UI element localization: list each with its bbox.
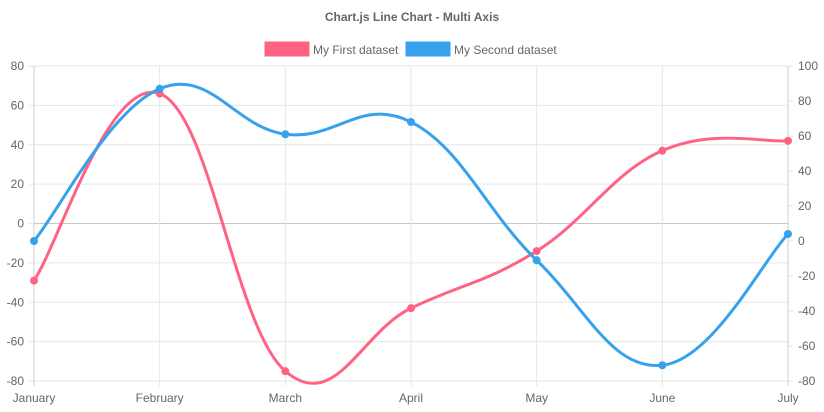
series-2 [30, 82, 792, 370]
x-tick-label: January [13, 391, 56, 405]
y-left-tick-label: 80 [11, 59, 25, 73]
y-right-tick-label: 20 [798, 199, 812, 213]
grid-lines [29, 65, 793, 386]
data-point[interactable] [281, 130, 290, 139]
series-line [32, 90, 790, 385]
y-left-tick-label: -20 [7, 256, 25, 270]
legend-swatch [405, 41, 451, 57]
x-tick-label: July [777, 391, 798, 405]
series-1 [30, 89, 792, 385]
y-right-tick-label: 80 [798, 94, 812, 108]
y-right-tick-label: 60 [798, 129, 812, 143]
x-axis: January February March April May June July [13, 391, 799, 405]
series-layer [30, 82, 792, 385]
y-left-tick-label: 40 [11, 138, 25, 152]
y-right-tick-label: 40 [798, 164, 812, 178]
data-point[interactable] [407, 304, 415, 313]
y-right-tick-label: -40 [798, 304, 816, 318]
y-left-tick-label: -60 [7, 335, 25, 349]
x-tick-label: May [525, 391, 548, 405]
chart-title: Chart.js Line Chart - Multi Axis [325, 10, 500, 24]
legend-label: My First dataset [313, 43, 399, 57]
y-right-tick-label: -20 [798, 269, 816, 283]
y-left-tick-label: 60 [11, 98, 25, 112]
y-right-tick-label: -80 [798, 374, 816, 388]
y-left-tick-label: -80 [7, 374, 25, 388]
data-point[interactable] [281, 367, 290, 376]
y-right-tick-label: 0 [798, 234, 805, 248]
legend-item[interactable]: My Second dataset [405, 41, 557, 57]
legend-label: My Second dataset [454, 43, 557, 57]
data-point[interactable] [30, 276, 38, 285]
y-axis-left: 80 60 40 20 0 -20 -40 -60 -80 [7, 59, 25, 388]
y-left-tick-label: -40 [7, 295, 25, 309]
x-tick-label: March [269, 391, 302, 405]
x-tick-label: April [399, 391, 423, 405]
x-tick-label: June [649, 391, 675, 405]
y-axis-right: 100 80 60 40 20 0 -20 -40 -60 -80 [798, 59, 818, 388]
data-point[interactable] [407, 118, 415, 126]
legend: My First dataset My Second dataset [264, 41, 557, 57]
data-point[interactable] [784, 230, 792, 238]
x-tick-label: February [136, 391, 184, 405]
data-point[interactable] [30, 237, 38, 245]
data-point[interactable] [784, 136, 792, 145]
legend-item[interactable]: My First dataset [264, 41, 399, 57]
data-point[interactable] [658, 361, 667, 370]
data-point[interactable] [532, 247, 541, 256]
y-left-tick-label: 20 [11, 177, 25, 191]
data-point[interactable] [532, 256, 541, 265]
y-right-tick-label: -60 [798, 339, 816, 353]
y-left-tick-label: 0 [17, 217, 24, 231]
data-point[interactable] [658, 146, 667, 155]
legend-swatch [264, 41, 310, 57]
y-right-tick-label: 100 [798, 59, 818, 73]
data-point[interactable] [155, 84, 164, 93]
